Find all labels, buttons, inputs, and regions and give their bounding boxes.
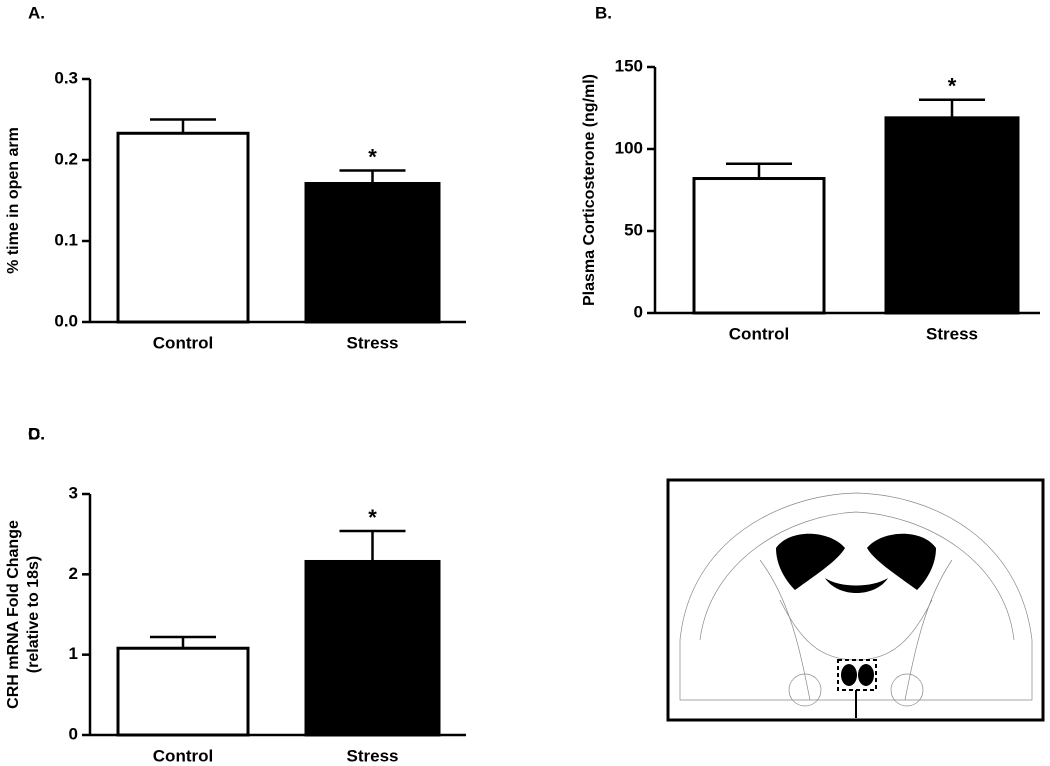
y-tick-label: 0: [634, 302, 643, 321]
brain-atlas: [666, 478, 1045, 722]
x-tick-label: Control: [153, 333, 213, 352]
bar: [692, 177, 826, 315]
bar: [884, 116, 1020, 315]
y-tick-label: 50: [624, 220, 643, 239]
bar: [116, 131, 250, 324]
y-tick-label: 2: [69, 564, 78, 583]
panel-label: C.: [28, 424, 45, 443]
bar: [304, 559, 441, 737]
bar: [304, 181, 441, 324]
panel-label: B.: [595, 3, 612, 22]
y-tick-label: 3: [69, 483, 78, 502]
y-axis-label: (relative to 18s): [25, 556, 42, 673]
significance-mark: *: [368, 505, 377, 530]
x-tick-label: Control: [729, 324, 789, 343]
y-tick-label: 0.2: [54, 149, 78, 168]
y-tick-label: 100: [615, 138, 643, 157]
y-axis-label: % time in open arm: [5, 127, 22, 274]
y-tick-label: 0.1: [54, 230, 78, 249]
y-axis-label: Plasma Corticosterone (ng/ml): [581, 74, 598, 306]
significance-mark: *: [368, 144, 377, 169]
bar: [116, 646, 250, 737]
y-axis-label: CRH mRNA Fold Change: [5, 520, 22, 709]
x-tick-label: Control: [153, 746, 213, 765]
y-tick-label: 0: [69, 724, 78, 743]
x-tick-label: Stress: [347, 746, 399, 765]
panel-label: D.: [28, 424, 45, 443]
y-tick-label: 0.3: [54, 68, 78, 87]
y-tick-label: 1: [69, 644, 78, 663]
y-tick-label: 0.0: [54, 311, 78, 330]
panel-label: A.: [28, 3, 45, 22]
significance-mark: *: [948, 74, 957, 99]
x-tick-label: Stress: [926, 324, 978, 343]
y-tick-label: 150: [615, 56, 643, 75]
x-tick-label: Stress: [347, 333, 399, 352]
